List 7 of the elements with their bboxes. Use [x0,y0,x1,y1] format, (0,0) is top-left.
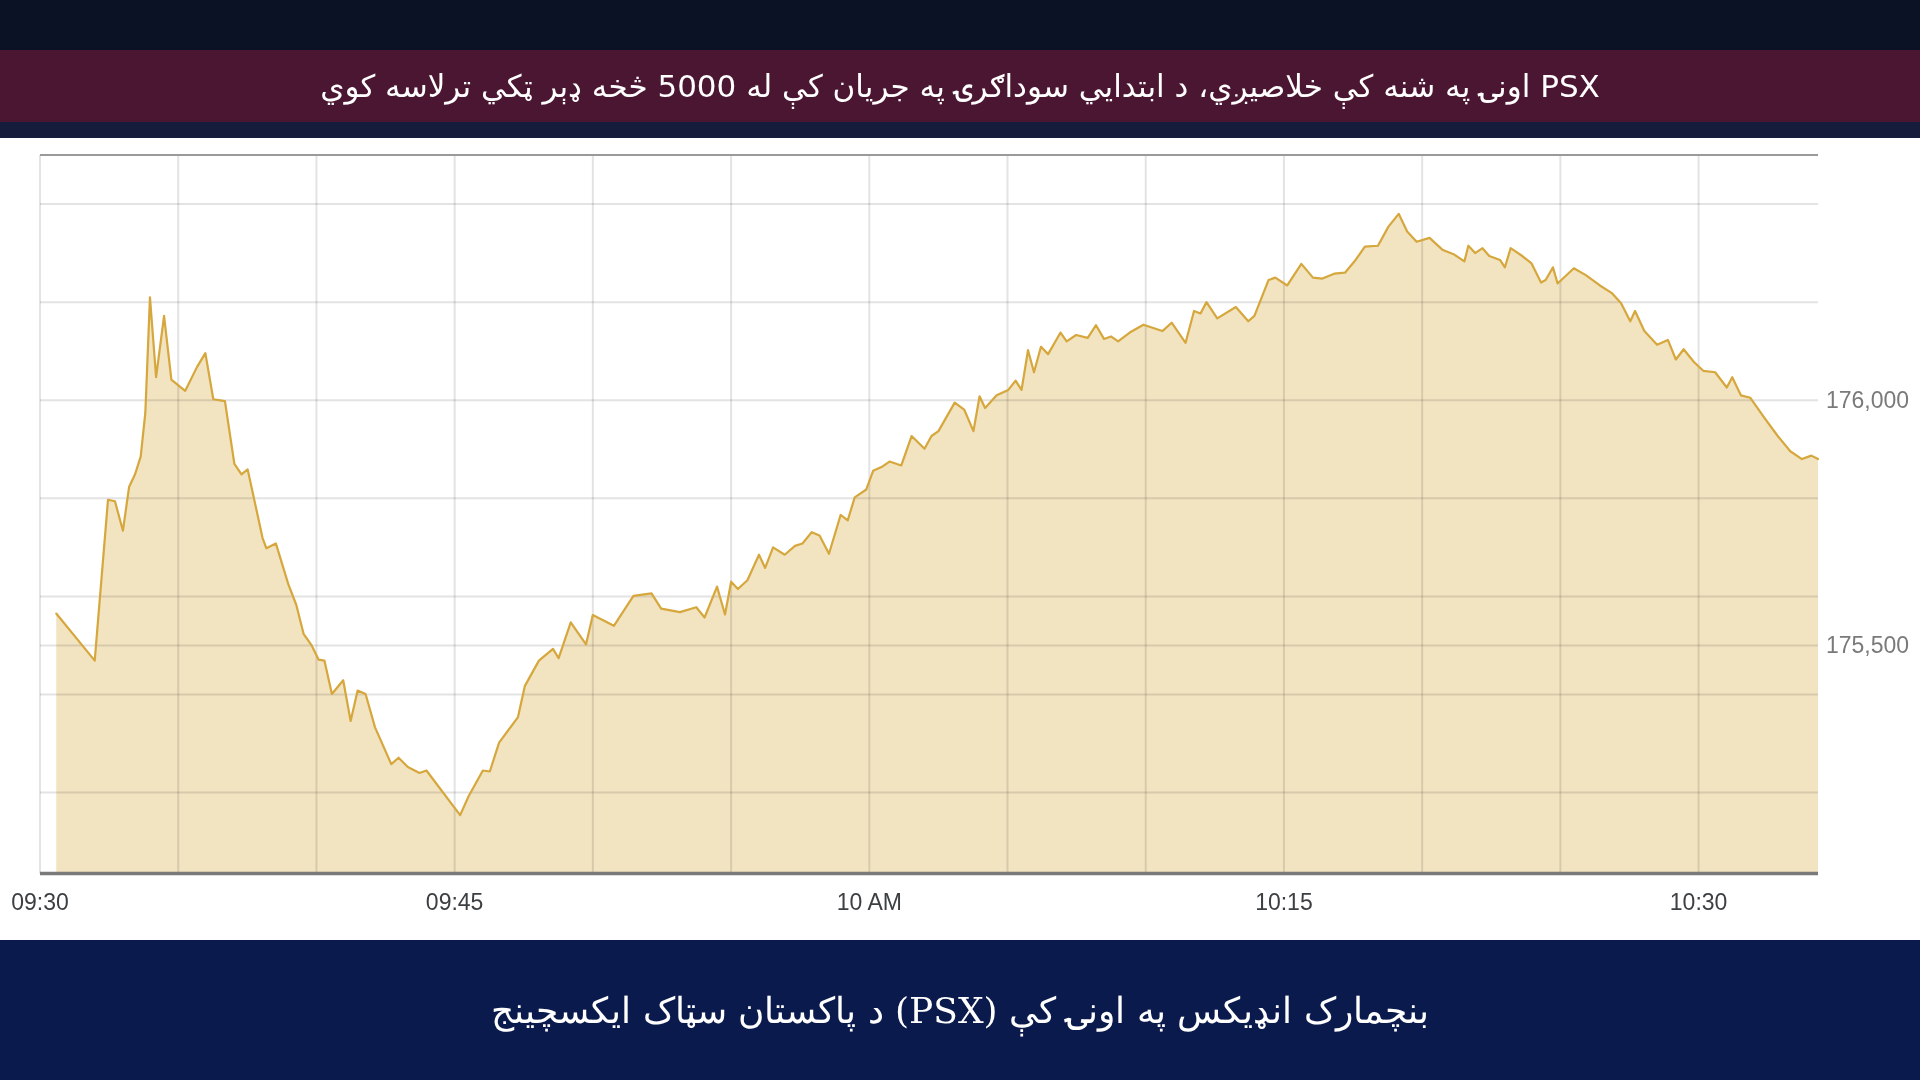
x-tick-label: 09:30 [11,889,69,915]
x-tick-label: 10:15 [1255,889,1313,915]
x-tick-label: 10 AM [836,889,902,915]
x-tick-label: 10:30 [1669,889,1728,915]
y-tick-label: 175,500 [1826,632,1910,659]
y-tick-label: 176,000 [1826,387,1910,414]
x-tick-label: 09:45 [425,889,484,915]
